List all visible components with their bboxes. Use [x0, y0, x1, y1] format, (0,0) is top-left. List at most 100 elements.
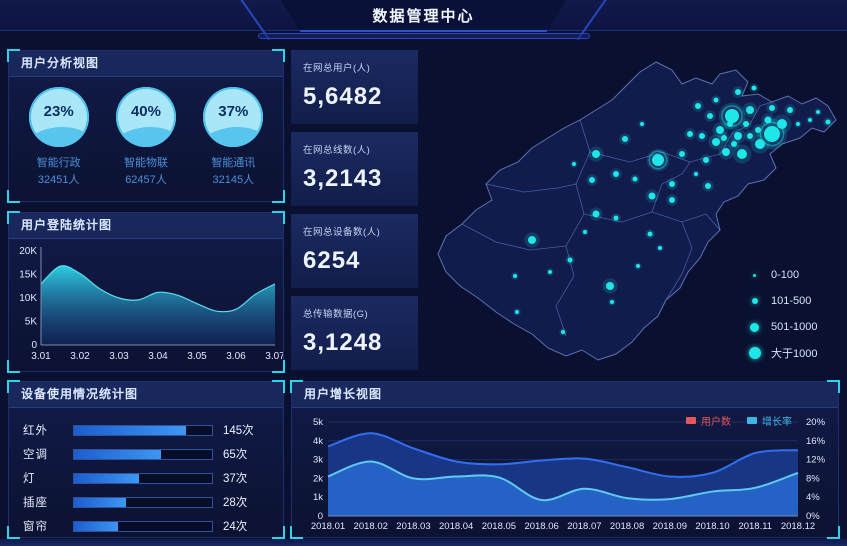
panel-login-stats: 用户登陆统计图 0 5K 10K 15K 20K 3.01 3.02 3.03 3.04 3.05… — [7, 211, 285, 373]
svg-text:2018.01: 2018.01 — [311, 521, 345, 532]
device-bar-row: 灯 37次 — [23, 466, 269, 490]
corner-bracket-icon — [7, 380, 20, 393]
map-legend-label: 501-1000 — [771, 321, 818, 333]
svg-text:2k: 2k — [313, 473, 323, 484]
panel-title-login-stats: 用户登陆统计图 — [9, 213, 283, 239]
bar-track — [73, 520, 213, 532]
bubble-size-icon — [752, 298, 758, 304]
liquid-gauge: 40% — [115, 87, 176, 147]
svg-text:1k: 1k — [313, 492, 323, 503]
kpi-value: 6254 — [303, 247, 361, 274]
svg-text:0%: 0% — [806, 511, 820, 522]
legend-marker-icon — [747, 417, 757, 424]
svg-text:2018.03: 2018.03 — [396, 521, 430, 532]
gauge-count: 32451人 — [37, 174, 80, 186]
svg-text:2018.08: 2018.08 — [610, 521, 644, 532]
corner-bracket-icon — [7, 360, 20, 373]
legend-marker-icon — [686, 417, 696, 424]
corner-bracket-icon — [7, 526, 20, 539]
bubble-size-icon — [749, 347, 761, 359]
bar-value: 65次 — [223, 449, 248, 461]
map-legend-label: 0-100 — [771, 269, 800, 281]
svg-text:3.01: 3.01 — [31, 351, 51, 362]
bar-track — [73, 424, 213, 436]
svg-text:20K: 20K — [19, 246, 37, 257]
svg-text:3.06: 3.06 — [226, 351, 246, 362]
bar-value: 24次 — [223, 521, 248, 533]
bar-track — [73, 496, 213, 508]
corner-bracket-icon — [290, 380, 303, 393]
gauge-percent: 23% — [43, 103, 74, 120]
svg-text:0: 0 — [31, 340, 37, 351]
device-bar-row: 窗帘 24次 — [23, 514, 269, 538]
svg-text:5k: 5k — [313, 417, 323, 428]
kpi-value: 3,1248 — [303, 329, 383, 356]
map-legend-item: 大于1000 — [748, 340, 818, 366]
bubble-size-icon — [750, 322, 759, 332]
corner-bracket-icon — [272, 190, 285, 203]
svg-text:3.05: 3.05 — [187, 351, 207, 362]
kpi-label: 在网总线数(人) — [303, 145, 371, 156]
bar-fill — [74, 473, 139, 483]
corner-bracket-icon — [290, 526, 303, 539]
gauge-percent: 40% — [130, 103, 161, 120]
svg-text:3.04: 3.04 — [148, 351, 168, 362]
corner-bracket-icon — [7, 211, 20, 224]
kpi-label: 在网总设备数(人) — [303, 227, 381, 238]
gauge-count: 32145人 — [212, 174, 255, 186]
gauge-name: 智能通讯 — [211, 157, 256, 169]
header-underline-decoration — [257, 33, 590, 39]
panel-device-usage: 设备使用情况统计图 红外 145次 空调 65次 灯 37次 插座 28次 — [7, 380, 285, 539]
kpi-card-total-lines: 在网总线数(人) 3,2143 — [291, 132, 418, 206]
kpi-value: 5,6482 — [303, 83, 383, 110]
gauge-group: 23% 智能行政 32451人 40% 智能物联 62457人 37% 智能通讯… — [9, 77, 283, 187]
corner-bracket-icon — [7, 190, 20, 203]
kpi-card-total-devices: 在网总设备数(人) 6254 — [291, 214, 418, 288]
svg-text:10K: 10K — [19, 293, 37, 304]
bar-label: 红外 — [23, 425, 48, 437]
corner-bracket-icon — [272, 360, 285, 373]
svg-text:2018.09: 2018.09 — [653, 521, 687, 532]
legend-label: 用户数 — [701, 417, 731, 428]
map-legend: 0-100 101-500 501-1000 大于1000 — [748, 262, 818, 366]
legend-item-growth-rate[interactable]: 增长率 — [747, 413, 792, 428]
kpi-card-total-users: 在网总用户(人) 5,6482 — [291, 50, 418, 124]
svg-text:4k: 4k — [313, 436, 323, 447]
growth-area-chart: 0 1k 2k 3k 4k 5k 0% 4% 8% 12% 16% 20% 2018.01 2018.02… — [311, 417, 826, 532]
bar-value: 28次 — [223, 497, 248, 509]
svg-text:3.07: 3.07 — [265, 351, 283, 362]
svg-text:0: 0 — [318, 511, 323, 522]
legend-item-users[interactable]: 用户数 — [686, 413, 731, 428]
bubble-size-icon — [753, 273, 756, 277]
corner-bracket-icon — [272, 211, 285, 224]
svg-text:2018.06: 2018.06 — [524, 521, 558, 532]
header: 数据管理中心 — [0, 0, 847, 41]
panel-title-user-growth: 用户增长视图 — [292, 382, 838, 408]
svg-text:2018.05: 2018.05 — [482, 521, 516, 532]
map-legend-item: 501-1000 — [748, 314, 818, 340]
kpi-label: 在网总用户(人) — [303, 63, 371, 74]
bottom-decoration-strip — [0, 539, 847, 546]
svg-text:2018.11: 2018.11 — [738, 521, 772, 532]
gauge-percent: 37% — [218, 103, 249, 120]
device-bar-row: 空调 65次 — [23, 442, 269, 466]
gauge-name: 智能行政 — [36, 157, 81, 169]
bar-fill — [74, 425, 186, 435]
liquid-gauge: 37% — [203, 87, 264, 147]
liquid-gauge: 23% — [28, 87, 89, 147]
panel-user-growth: 用户增长视图 用户数 增长率 0 1k 2k 3k 4k 5k 0% 4% 8% 12% 16% 20… — [290, 380, 840, 539]
map-canvas — [437, 61, 837, 361]
svg-text:15K: 15K — [19, 270, 37, 281]
svg-text:2018.04: 2018.04 — [439, 521, 473, 532]
map-legend-label: 大于1000 — [771, 348, 818, 360]
gauge-item: 37% 智能通讯 32145人 — [191, 87, 275, 187]
gauge-count: 62457人 — [125, 174, 167, 186]
corner-bracket-icon — [272, 380, 285, 393]
header-title-plate: 数据管理中心 — [281, 0, 567, 32]
map-legend-item: 101-500 — [748, 288, 818, 314]
map-legend-label: 101-500 — [771, 295, 812, 307]
bar-fill — [74, 449, 161, 459]
corner-bracket-icon — [7, 49, 20, 62]
svg-text:2018.02: 2018.02 — [354, 521, 388, 532]
